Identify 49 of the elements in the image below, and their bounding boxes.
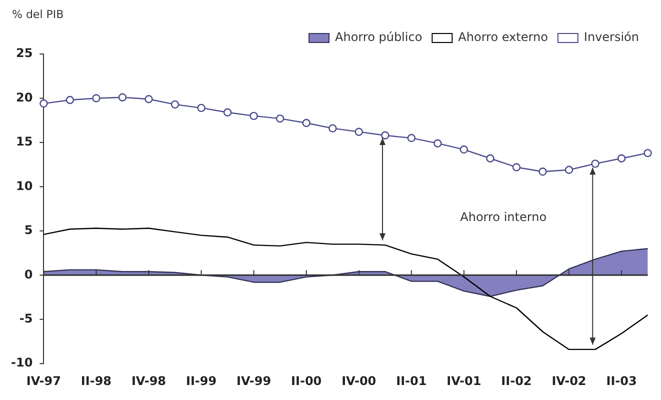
point: [223, 108, 232, 116]
point: [512, 163, 521, 172]
point: [170, 100, 180, 109]
point: [644, 148, 652, 158]
x-tick-label: IV-01: [446, 374, 482, 388]
x-tick-label: II-99: [186, 374, 217, 388]
point: [66, 96, 74, 104]
x-tick-label: IV-00: [342, 374, 376, 388]
y-tick-label: -5: [19, 311, 33, 326]
point: [460, 145, 468, 154]
x-tick-label: IV-99: [236, 374, 272, 388]
point: [197, 104, 206, 112]
point: [354, 128, 363, 136]
x-tick-label: IV-02: [552, 374, 586, 388]
x-tick-label: II-01: [396, 374, 427, 388]
point: [564, 166, 574, 174]
point: [118, 93, 127, 102]
x-tick-label: II-03: [606, 374, 637, 388]
legend-label: Ahorro externo: [458, 30, 548, 44]
y-tick-label: 20: [16, 90, 33, 104]
legend-label: Ahorro público: [335, 30, 422, 44]
y-tick-label: 25: [16, 46, 33, 60]
point: [92, 94, 100, 102]
x-tick-label: II-02: [501, 374, 532, 388]
point: [538, 168, 547, 176]
annotation: Ahorro interno: [460, 210, 547, 224]
y-axis-title: % del PIB: [11, 8, 65, 22]
y-tick-label: 15: [16, 134, 33, 149]
point: [434, 139, 442, 148]
x-tick-label: IV-97: [26, 374, 61, 388]
point: [40, 99, 48, 108]
point: [381, 131, 390, 140]
legend-label: Inversión: [584, 30, 640, 44]
point: [302, 118, 310, 128]
y-tick-label: 10: [16, 178, 33, 193]
x-tick-label: IV-98: [131, 374, 166, 388]
y-tick-label: 0: [24, 267, 33, 282]
point: [486, 154, 494, 162]
point: [276, 114, 284, 123]
point: [144, 95, 153, 104]
point: [591, 160, 600, 168]
point: [617, 154, 626, 162]
x-tick-label: II-98: [80, 374, 112, 388]
point: [407, 134, 416, 142]
point: [250, 112, 258, 120]
y-tick-label: 5: [24, 223, 33, 238]
y-tick-label: -10: [10, 356, 33, 370]
x-tick-label: II-00: [291, 374, 322, 388]
point: [328, 124, 337, 132]
